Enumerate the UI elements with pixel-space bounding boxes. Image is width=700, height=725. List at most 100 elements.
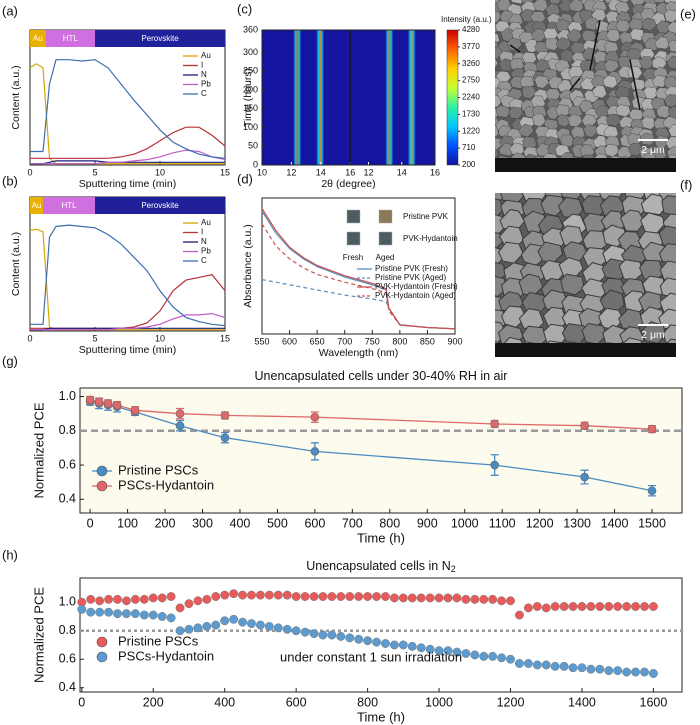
data-point	[345, 592, 355, 601]
grain	[628, 143, 644, 157]
data-point	[497, 653, 507, 663]
data-line	[30, 59, 226, 159]
x-tick-label: 400	[214, 695, 235, 709]
grain	[652, 74, 668, 88]
data-point	[211, 592, 221, 601]
data-point	[381, 592, 390, 601]
legend-marker	[96, 480, 108, 492]
data-point	[354, 634, 364, 644]
legend-label: I	[201, 228, 203, 237]
x-tick-label: 550	[254, 336, 269, 346]
data-point	[622, 667, 632, 677]
grain	[661, 195, 676, 217]
x-tick-label: 600	[286, 695, 307, 709]
legend-marker	[96, 636, 108, 648]
data-point	[648, 669, 658, 678]
grain	[656, 104, 672, 119]
data-point	[113, 594, 122, 604]
data-point	[95, 596, 105, 606]
colorbar-tick-label: 3770	[462, 42, 480, 51]
layer-name: HTL	[61, 201, 77, 210]
x-tick-label: 800	[379, 516, 400, 530]
data-point	[139, 610, 149, 620]
crack	[509, 44, 521, 53]
colorbar-tick-label: 710	[462, 143, 476, 152]
data-point	[336, 631, 346, 641]
panel-label: (f)	[680, 177, 692, 192]
data-point	[640, 667, 649, 677]
data-point	[488, 594, 498, 604]
data-point	[452, 647, 462, 657]
y-axis-label: Content (a.u.)	[10, 232, 22, 296]
x-tick-label: 16	[430, 167, 440, 177]
legend-label: Pb	[201, 247, 211, 256]
grain	[640, 132, 655, 146]
data-point	[425, 644, 435, 654]
grain	[506, 37, 522, 52]
y-tick-label: 1.0	[59, 389, 76, 403]
sample-photo	[378, 231, 393, 246]
data-point	[541, 603, 551, 613]
plot-frame	[29, 196, 226, 332]
x-tick-label: 1300	[563, 516, 591, 530]
grain	[606, 113, 622, 127]
data-point	[613, 602, 623, 611]
sem-image	[495, 193, 676, 357]
x-tick-label: 750	[365, 336, 380, 346]
panel-label: (a)	[2, 3, 18, 18]
x-tick-label: 12	[364, 167, 374, 177]
data-line	[30, 312, 226, 331]
data-point	[559, 602, 569, 611]
x-tick-label: 15	[220, 167, 230, 177]
grain	[510, 0, 524, 5]
data-point	[595, 664, 605, 674]
data-point	[647, 486, 657, 496]
data-point	[247, 590, 256, 600]
grain	[495, 148, 499, 159]
grain	[495, 198, 505, 220]
x-tick-label: 200	[155, 516, 176, 530]
layer-name: Au	[33, 34, 43, 43]
y-tick-label: 0.8	[59, 623, 76, 637]
colorbar-label: Intensity (a.u.)	[441, 15, 492, 24]
grain	[592, 84, 607, 99]
sem-image	[495, 0, 676, 172]
legend-label: Pristine PSCs	[118, 633, 199, 648]
x-tick-label: 1200	[497, 695, 525, 709]
legend-label: PSCs-Hydantoin	[118, 477, 214, 492]
data-point	[86, 594, 96, 604]
chart-title: Unencapsulated cells under 30-40% RH in …	[255, 369, 508, 383]
legend-label: PVK-Hydantoin (Aged)	[375, 291, 456, 300]
x-tick-label: 1100	[489, 516, 516, 530]
data-point	[506, 654, 515, 664]
x-tick-label: 1400	[568, 695, 596, 709]
grain	[654, 36, 670, 50]
y-tick-label: 50	[248, 141, 258, 151]
x-tick-label: 800	[357, 695, 378, 709]
data-point	[318, 630, 328, 640]
data-point	[568, 602, 578, 611]
layer-band	[95, 197, 225, 214]
data-point	[94, 397, 104, 406]
grain	[559, 134, 575, 147]
data-line	[30, 224, 226, 327]
grain	[524, 39, 540, 53]
legend-marker	[96, 465, 108, 477]
y-axis-label: Absorbance (a.u.)	[242, 224, 254, 307]
x-axis-label: Sputtering time (min)	[79, 344, 176, 356]
data-point	[586, 664, 596, 674]
data-point	[523, 659, 533, 668]
y-tick-label: 150	[243, 103, 258, 113]
x-tick-label: 500	[267, 516, 288, 530]
grain	[495, 105, 511, 118]
crack	[589, 19, 601, 71]
data-point	[130, 405, 140, 415]
x-tick-label: 1500	[638, 516, 666, 530]
data-point	[631, 667, 641, 677]
data-point	[202, 622, 212, 631]
inset-col-label: Fresh	[343, 253, 363, 262]
crack	[569, 77, 581, 91]
grain	[640, 193, 667, 216]
x-axis-label: Time (h)	[357, 530, 405, 545]
x-tick-label: 100	[117, 516, 138, 530]
